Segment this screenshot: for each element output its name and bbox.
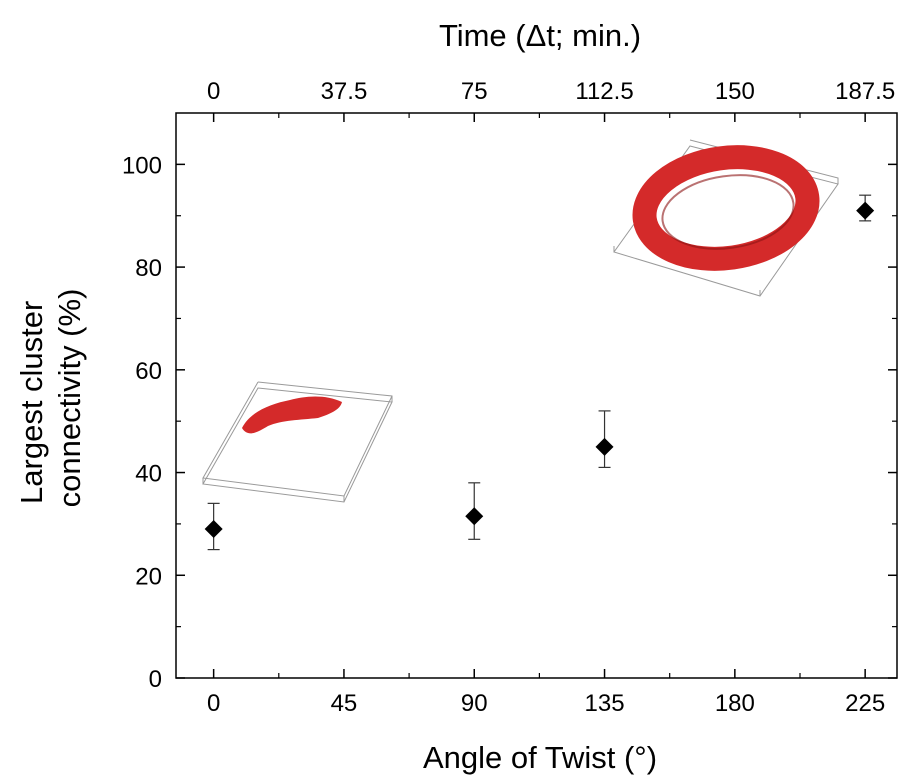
inset-cluster-large: [613, 139, 839, 297]
y-tick-label: 100: [122, 152, 162, 179]
x-tick-label: 225: [845, 690, 885, 717]
x2-tick-label: 187.5: [835, 78, 895, 105]
x-tick-label: 135: [585, 690, 625, 717]
y-tick-label: 20: [135, 563, 162, 590]
x-tick-label: 180: [715, 690, 755, 717]
x2-tick-label: 37.5: [321, 78, 368, 105]
x-tick-label: 90: [461, 690, 488, 717]
y-tick-label: 80: [135, 255, 162, 282]
x2-tick-label: 150: [715, 78, 755, 105]
x2-tick-label: 0: [207, 78, 220, 105]
x2-tick-label: 112.5: [575, 78, 633, 105]
plot-border: [175, 112, 898, 679]
data-point-diamond: [204, 520, 223, 539]
y-axis-label-line-2: connectivity (%): [52, 289, 87, 508]
x-axis-ticks: 0 45 90 135 180 225: [207, 669, 885, 717]
data-points: [204, 194, 875, 551]
inset-cluster-small: [202, 381, 393, 503]
ring-cluster-inner-edge: [661, 174, 795, 250]
x2-axis-label: Time (Δt; min.): [439, 18, 641, 53]
x2-axis-ticks: 0 37.5 75 112.5 150 187.5: [207, 78, 895, 122]
y-tick-label: 60: [135, 358, 162, 385]
cluster-small-shape: [242, 396, 342, 434]
data-point-diamond: [465, 507, 484, 526]
x-axis-label: Angle of Twist (°): [423, 740, 657, 775]
data-point-diamond: [595, 437, 614, 456]
x-tick-label: 0: [207, 690, 220, 717]
y-tick-label: 0: [149, 666, 162, 693]
ring-cluster-shape: [632, 145, 820, 271]
y-axis-ticks: 0 20 40 60 80 100: [122, 152, 897, 693]
x2-tick-label: 75: [461, 78, 488, 105]
plot-frame: [175, 112, 898, 679]
data-point-diamond: [856, 201, 875, 220]
y-tick-label: 40: [135, 461, 162, 488]
y-axis-label-line-1: Largest cluster: [14, 301, 49, 504]
y-axis-label: Largest cluster connectivity (%): [14, 289, 87, 508]
x-tick-label: 45: [331, 690, 358, 717]
